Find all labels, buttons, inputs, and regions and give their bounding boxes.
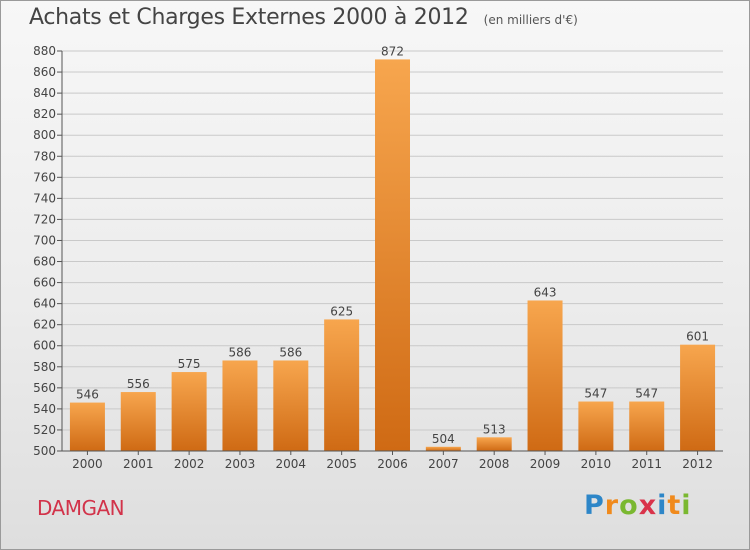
bar — [120, 392, 156, 451]
y-tick-label: 800 — [33, 128, 56, 142]
bar — [375, 59, 410, 451]
logo-letter: t — [667, 490, 682, 521]
y-tick-label: 660 — [33, 276, 56, 290]
x-tick-label: 2012 — [682, 457, 713, 471]
y-tick-label: 880 — [33, 44, 56, 58]
bar — [69, 402, 105, 451]
bar — [629, 401, 665, 451]
chart-title: Achats et Charges Externes 2000 à 2012 — [29, 5, 469, 30]
y-tick-label: 620 — [33, 318, 56, 332]
commune-name: DAMGAN — [37, 496, 125, 520]
x-tick-label: 2002 — [174, 457, 205, 471]
y-tick-label: 640 — [33, 297, 56, 311]
x-tick-label: 2011 — [631, 457, 662, 471]
chart-subtitle: (en milliers d'€) — [483, 13, 578, 27]
logo-letter: o — [619, 490, 639, 521]
data-label: 872 — [381, 44, 404, 58]
y-axis-ticks: 500 520 540 560 580 600 620 640 660 680 700 720 740 7… — [33, 44, 62, 458]
x-axis-ticks: 2000 2001 2002 2003 2004 2005 2006 2007 2008 2009… — [72, 451, 713, 471]
data-label: 556 — [127, 377, 150, 391]
y-tick-label: 840 — [33, 86, 56, 100]
data-label: 513 — [483, 422, 506, 436]
y-tick-label: 760 — [33, 170, 56, 184]
x-tick-label: 2007 — [428, 457, 459, 471]
data-label: 625 — [330, 304, 353, 318]
x-tick-label: 2006 — [377, 457, 408, 471]
data-label: 643 — [534, 285, 557, 299]
data-label: 586 — [279, 345, 302, 359]
logo-letter: x — [638, 490, 658, 521]
data-label: 586 — [229, 345, 252, 359]
x-tick-label: 2003 — [225, 457, 256, 471]
y-tick-label: 720 — [33, 212, 56, 226]
logo-letter: i — [657, 490, 668, 521]
y-tick-label: 820 — [33, 107, 56, 121]
proxiti-logo: Proxiti — [584, 490, 692, 521]
logo-letter: r — [604, 490, 620, 521]
bar — [680, 344, 716, 451]
y-tick-label: 860 — [33, 65, 56, 79]
title-row: Achats et Charges Externes 2000 à 2012 (… — [29, 5, 578, 30]
data-labels: 546 556 575 586 586 625 872 504 513 643 547 547 601 — [76, 44, 709, 445]
x-tick-label: 2001 — [123, 457, 154, 471]
bar — [578, 401, 614, 451]
y-tick-label: 540 — [33, 402, 56, 416]
y-tick-label: 580 — [33, 360, 56, 374]
x-tick-label: 2009 — [530, 457, 561, 471]
data-label: 601 — [686, 330, 709, 344]
bar — [324, 319, 360, 451]
data-label: 547 — [635, 387, 658, 401]
y-tick-label: 700 — [33, 233, 56, 247]
bar — [527, 300, 563, 451]
y-tick-label: 780 — [33, 149, 56, 163]
y-tick-label: 740 — [33, 191, 56, 205]
logo-letter: P — [584, 490, 605, 521]
data-label: 575 — [178, 357, 201, 371]
y-tick-label: 600 — [33, 339, 56, 353]
x-tick-label: 2010 — [581, 457, 612, 471]
y-tick-label: 560 — [33, 381, 56, 395]
bar — [222, 360, 258, 451]
data-label: 504 — [432, 432, 455, 446]
x-tick-label: 2000 — [72, 457, 103, 471]
y-tick-label: 500 — [33, 444, 56, 458]
y-tick-label: 520 — [33, 423, 56, 437]
data-label: 547 — [584, 387, 607, 401]
x-tick-label: 2005 — [326, 457, 357, 471]
bar — [273, 360, 309, 451]
bar — [476, 437, 512, 451]
bar — [425, 446, 461, 451]
bars — [69, 59, 716, 451]
x-tick-label: 2008 — [479, 457, 510, 471]
logo-letter: i — [681, 490, 692, 521]
bar — [171, 372, 207, 451]
y-tick-label: 680 — [33, 255, 56, 269]
x-tick-label: 2004 — [276, 457, 307, 471]
data-label: 546 — [76, 388, 99, 402]
